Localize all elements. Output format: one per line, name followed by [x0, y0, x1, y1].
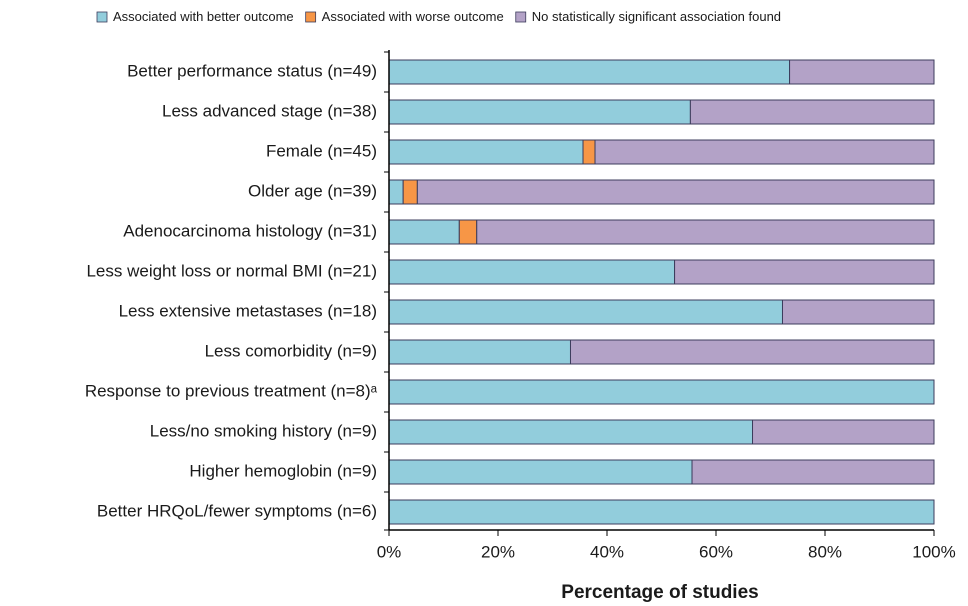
y-tick-label: Female (n=45): [266, 141, 377, 160]
y-tick-label: Less/no smoking history (n=9): [150, 421, 377, 440]
bar-segment: [388, 299, 783, 325]
bar-segment: [582, 139, 596, 165]
y-tick-label: Adenocarcinoma histology (n=31): [123, 221, 377, 240]
bar-segment: [594, 139, 935, 165]
y-tick-label: Better performance status (n=49): [127, 61, 377, 80]
legend-swatch: [305, 11, 317, 23]
legend-label: Associated with worse outcome: [322, 9, 504, 24]
x-tick-label: 20%: [481, 542, 515, 561]
bar-segment: [388, 419, 754, 445]
legend-swatch: [515, 11, 527, 23]
y-tick-label: Less comorbidity (n=9): [205, 341, 377, 360]
bar-segment: [691, 459, 935, 485]
bar-segment: [388, 499, 935, 525]
bar-segment: [781, 299, 935, 325]
bar-segment: [388, 259, 676, 285]
bar-segment: [476, 219, 935, 245]
x-tick-label: 80%: [808, 542, 842, 561]
bar-segment: [388, 179, 404, 205]
y-tick-label: Older age (n=39): [248, 181, 377, 200]
bar-segment: [458, 219, 478, 245]
bar-segment: [388, 99, 691, 125]
y-tick-label: Better HRQoL/fewer symptoms (n=6): [97, 501, 377, 520]
bar-segment: [388, 379, 935, 405]
bar-segment: [388, 59, 791, 85]
bar-segment: [388, 139, 584, 165]
legend-label: No statistically significant association…: [532, 9, 781, 24]
x-axis-label: Percentage of studies: [561, 582, 758, 603]
bar-segment: [388, 219, 460, 245]
y-tick-label: Less advanced stage (n=38): [162, 101, 377, 120]
legend-label: Associated with better outcome: [113, 9, 294, 24]
x-tick-label: 60%: [699, 542, 733, 561]
y-tick-label: Response to previous treatment (n=8)ᵃ: [85, 381, 378, 400]
bar-segment: [388, 339, 571, 365]
x-tick-label: 100%: [912, 542, 955, 561]
y-tick-label: Higher hemoglobin (n=9): [189, 461, 377, 480]
y-tick-label: Less weight loss or normal BMI (n=21): [86, 261, 377, 280]
bar-segment: [674, 259, 935, 285]
bar-segment: [689, 99, 935, 125]
bar-segment: [402, 179, 418, 205]
x-tick-label: 40%: [590, 542, 624, 561]
x-tick-label: 0%: [377, 542, 402, 561]
bar-segment: [569, 339, 935, 365]
bar-segment: [388, 459, 693, 485]
legend-swatch: [96, 11, 108, 23]
y-tick-label: Less extensive metastases (n=18): [119, 301, 377, 320]
bar-segment: [416, 179, 935, 205]
bar-segment: [789, 59, 935, 85]
bar-segment: [752, 419, 935, 445]
